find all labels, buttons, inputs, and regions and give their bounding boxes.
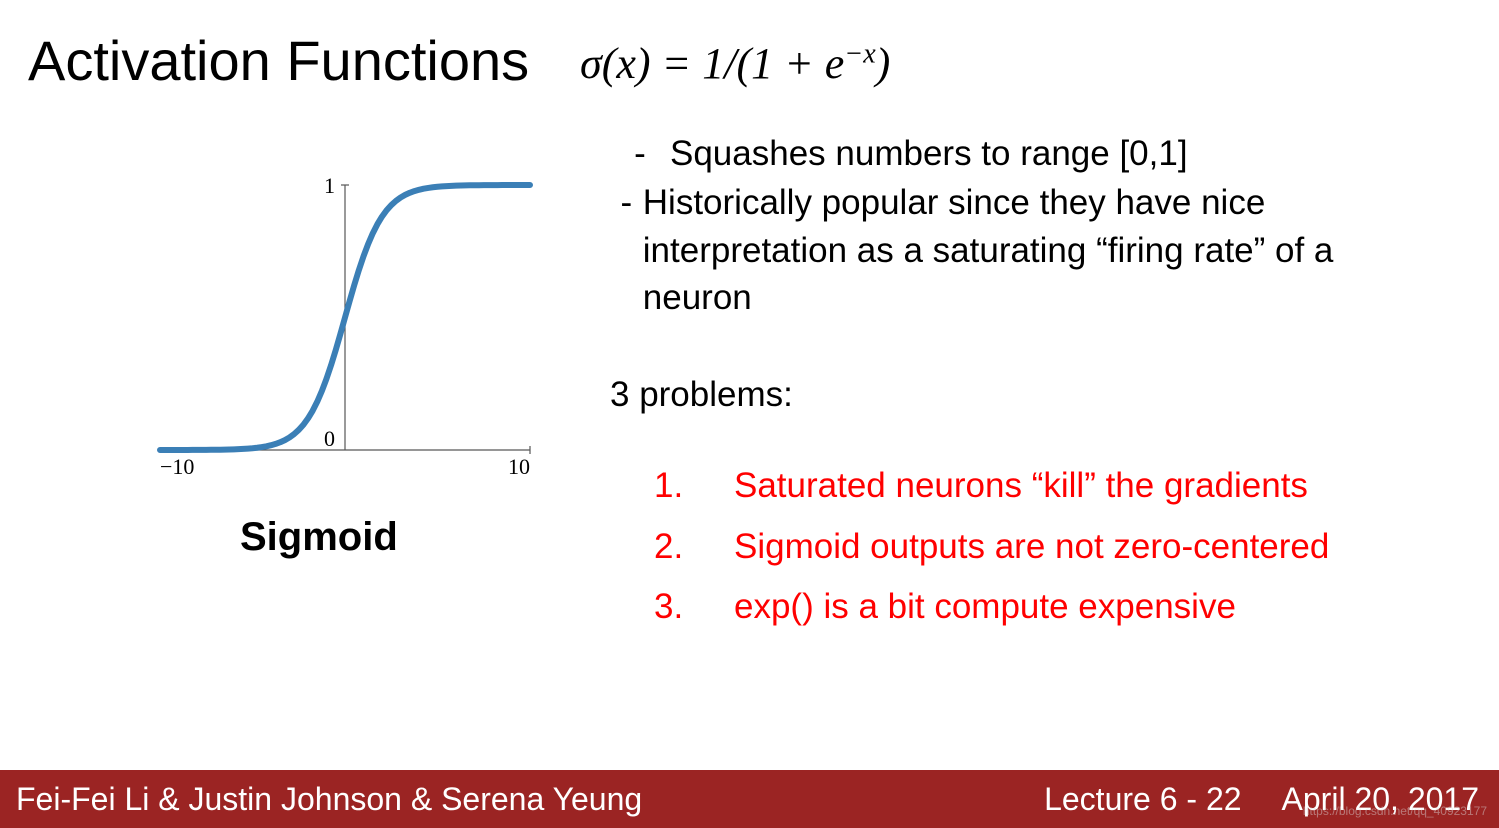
problem-number: 2. bbox=[630, 521, 734, 574]
feature-bullet: -Squashes numbers to range [0,1] bbox=[610, 130, 1430, 177]
watermark: https://blog.csdn.net/qq_40923177 bbox=[1303, 804, 1487, 818]
problem-item: 1.Saturated neurons “kill” the gradients bbox=[630, 460, 1460, 513]
problem-text: Sigmoid outputs are not zero-centered bbox=[734, 521, 1460, 574]
sigmoid-chart-svg: −10 10 0 1 bbox=[130, 170, 550, 490]
feature-bullet: -Historically popular since they have ni… bbox=[610, 179, 1430, 321]
footer-lecture: Lecture 6 - 22 bbox=[1044, 781, 1281, 818]
sigmoid-caption: Sigmoid bbox=[240, 515, 398, 560]
problems-heading: 3 problems: bbox=[610, 375, 793, 415]
problem-item: 3.exp() is a bit compute expensive bbox=[630, 581, 1460, 634]
bullet-text: Squashes numbers to range [0,1] bbox=[670, 130, 1188, 177]
problem-item: 2.Sigmoid outputs are not zero-centered bbox=[630, 521, 1460, 574]
feature-bullets: -Squashes numbers to range [0,1]-Histori… bbox=[610, 130, 1430, 323]
problem-text: exp() is a bit compute expensive bbox=[734, 581, 1460, 634]
slide-footer: Fei-Fei Li & Justin Johnson & Serena Yeu… bbox=[0, 770, 1499, 828]
footer-authors: Fei-Fei Li & Justin Johnson & Serena Yeu… bbox=[0, 781, 1044, 818]
sigmoid-formula: σ(x) = 1/(1 + e−x) bbox=[580, 38, 890, 89]
svg-text:−10: −10 bbox=[160, 454, 194, 479]
sigmoid-chart: −10 10 0 1 bbox=[130, 170, 550, 490]
svg-text:10: 10 bbox=[508, 454, 530, 479]
bullet-marker: - bbox=[610, 179, 643, 321]
bullet-text: Historically popular since they have nic… bbox=[643, 179, 1430, 321]
svg-text:1: 1 bbox=[324, 173, 335, 198]
problems-list: 1.Saturated neurons “kill” the gradients… bbox=[630, 460, 1460, 642]
svg-text:0: 0 bbox=[324, 426, 335, 451]
problem-text: Saturated neurons “kill” the gradients bbox=[734, 460, 1460, 513]
slide-title: Activation Functions bbox=[28, 28, 529, 93]
bullet-marker: - bbox=[610, 130, 670, 177]
problem-number: 1. bbox=[630, 460, 734, 513]
problem-number: 3. bbox=[630, 581, 734, 634]
